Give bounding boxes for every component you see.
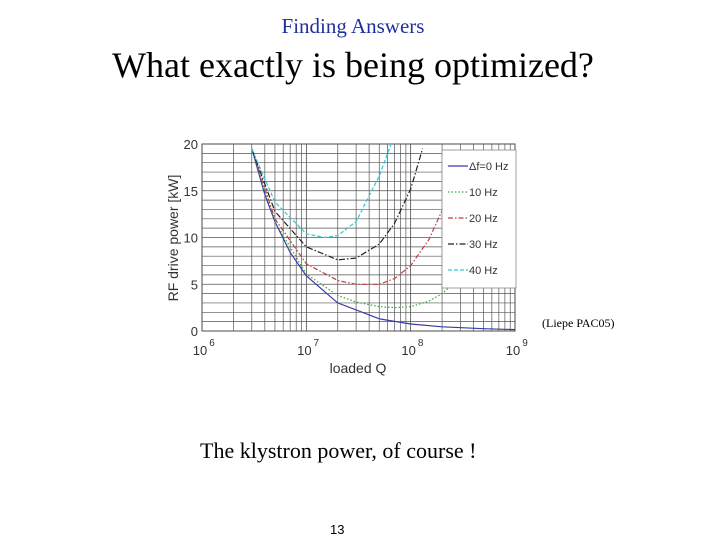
series-line-1 — [251, 148, 461, 309]
x-tick-exponent: 7 — [314, 338, 320, 349]
x-axis-label: loaded Q — [330, 360, 387, 376]
legend: Δf=0 Hz 10 Hz 20 Hz 30 Hz 40 Hz — [441, 149, 517, 289]
slide-topic: Finding Answers — [281, 14, 425, 38]
slide-caption: The klystron power, of course ! — [200, 438, 477, 463]
citation: (Liepe PAC05) — [542, 316, 615, 330]
legend-box — [441, 149, 517, 289]
series-line-3 — [251, 148, 424, 261]
slide-title: What exactly is being optimized? — [112, 45, 594, 85]
x-tick-exponent: 6 — [209, 338, 215, 349]
x-tick-label: 10 — [401, 343, 415, 358]
y-tick-label: 20 — [184, 137, 198, 152]
series-line-2 — [251, 148, 443, 285]
legend-label: 30 Hz — [469, 239, 498, 251]
x-tick-exponent: 9 — [522, 338, 528, 349]
legend-label: 10 Hz — [469, 187, 498, 199]
x-tick-label: 10 — [193, 343, 207, 358]
y-axis-label: RF drive power [kW] — [165, 175, 181, 302]
y-tick-label: 5 — [191, 277, 198, 292]
y-tick-label: 15 — [184, 184, 198, 199]
legend-label: 40 Hz — [469, 265, 498, 277]
series-group — [251, 144, 515, 331]
series-line-4 — [251, 144, 392, 239]
grid-lines — [201, 143, 516, 332]
legend-label: Δf=0 Hz — [469, 161, 508, 173]
x-tick-exponent: 8 — [418, 338, 424, 349]
y-tick-label: 0 — [191, 324, 198, 339]
x-tick-label: 10 — [506, 343, 520, 358]
page-number: 13 — [330, 522, 345, 537]
legend-label: 20 Hz — [469, 213, 498, 225]
x-tick-label: 10 — [297, 343, 311, 358]
y-tick-label: 10 — [184, 231, 198, 246]
